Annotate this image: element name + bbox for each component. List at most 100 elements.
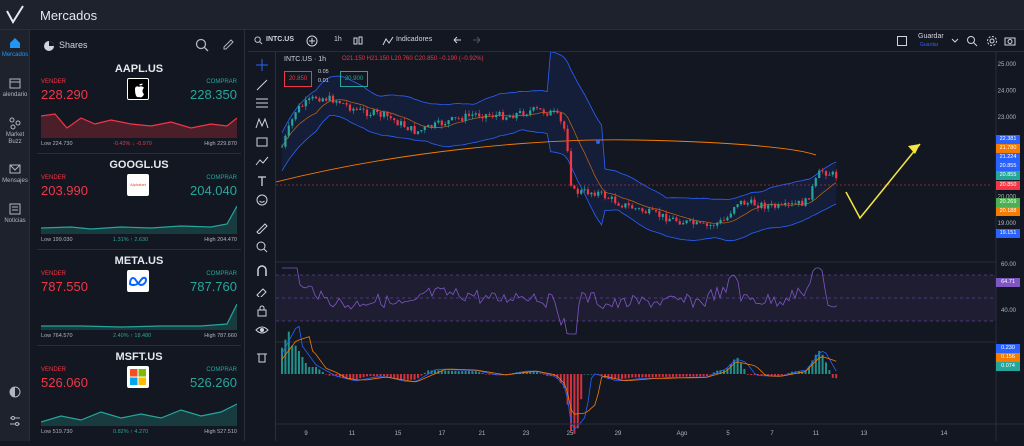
search-icon[interactable] — [195, 38, 209, 52]
candle-body — [410, 126, 413, 131]
stay-drawing-icon[interactable] — [255, 285, 269, 297]
trend-line-icon[interactable] — [255, 79, 269, 91]
candle-body — [406, 127, 409, 131]
save-button[interactable]: Guardar — [918, 33, 944, 40]
forecast-arrow-line[interactable] — [845, 143, 921, 220]
settings-gear-icon[interactable] — [986, 35, 998, 47]
trash-icon[interactable] — [255, 351, 269, 363]
interval-selector[interactable]: 1h — [334, 36, 342, 43]
fib-levels-icon[interactable] — [255, 97, 269, 109]
undo-icon[interactable] — [452, 36, 462, 46]
time-axis-label: 25 — [567, 431, 574, 437]
nav-label: Mensajes — [2, 178, 28, 184]
macd-bar — [369, 374, 372, 377]
buy-label: COMPRAR — [206, 367, 237, 373]
stock-card-googl[interactable]: GOOGL.US Alphabet VENDER 203.990 COMPRAR… — [37, 156, 241, 250]
projection-icon[interactable] — [255, 136, 269, 148]
chevron-down-icon[interactable] — [951, 37, 959, 45]
stock-card-aapl[interactable]: AAPL.US VENDER 228.290 COMPRAR 228.350 L… — [37, 60, 241, 154]
buy-button[interactable]: 20.900 — [340, 71, 368, 87]
macd-bar — [583, 374, 586, 375]
add-symbol-icon[interactable] — [306, 35, 318, 47]
emoji-icon[interactable] — [255, 194, 269, 206]
pattern-icon[interactable] — [255, 117, 269, 129]
time-axis-label: 13 — [861, 431, 868, 437]
stock-name: GOOGL.US — [109, 159, 169, 171]
macd-bar — [665, 374, 668, 377]
candle-body — [325, 98, 328, 101]
sell-price[interactable]: 787.550 — [41, 279, 88, 294]
buy-price[interactable]: 228.350 — [190, 87, 237, 102]
symbol-selector[interactable]: INTC.US — [266, 36, 294, 43]
price-tag: 21.224 — [996, 153, 1020, 162]
indicators-icon[interactable] — [382, 35, 394, 47]
macd-bar — [675, 374, 678, 377]
candle-body — [345, 103, 348, 105]
macd-bar — [634, 374, 637, 378]
forecast-icon[interactable] — [255, 155, 269, 167]
nav-item-mensajes[interactable]: Mensajes — [0, 162, 30, 185]
text-tool-icon[interactable] — [255, 175, 269, 187]
stock-card-msft[interactable]: MSFT.US VENDER 526.060 COMPRAR 526.260 L… — [37, 348, 241, 441]
macd-bar — [689, 374, 691, 377]
settings-sliders-icon[interactable] — [8, 414, 22, 428]
nav-item-noticias[interactable]: Noticias — [0, 202, 30, 225]
candlestick-series — [280, 91, 838, 230]
eye-icon[interactable] — [255, 324, 269, 336]
candle-body — [467, 113, 471, 116]
chart-canvas[interactable]: 25.00024.00023.00022.00021.00020.00019.0… — [275, 51, 1024, 441]
macd-bar — [396, 374, 399, 380]
zoom-in-icon[interactable] — [255, 241, 269, 253]
magnet-icon[interactable] — [255, 265, 269, 277]
search-icon[interactable] — [254, 36, 263, 45]
candle-body — [532, 107, 535, 111]
ruler-icon[interactable] — [255, 222, 269, 234]
chart-area[interactable]: 25.00024.00023.00022.00021.00020.00019.0… — [275, 51, 1024, 441]
candle-body — [573, 185, 576, 189]
low-value: Low 199.030 — [41, 237, 73, 243]
buy-price[interactable]: 204.040 — [190, 183, 237, 198]
crosshair-icon[interactable] — [255, 59, 269, 71]
edit-icon[interactable] — [221, 38, 235, 52]
time-axis[interactable]: 9 11 15 17 21 23 25 29 Ago 5 7 11 13 14 — [304, 431, 948, 437]
zoom-search-icon[interactable] — [966, 35, 978, 47]
macd-bar — [814, 354, 817, 374]
macd-bar — [672, 374, 674, 377]
macd-bar — [760, 374, 763, 376]
redo-icon[interactable] — [472, 36, 482, 46]
buy-price[interactable]: 787.760 — [190, 279, 237, 294]
sell-price[interactable]: 526.060 — [41, 375, 88, 390]
macd-bar — [355, 374, 358, 380]
nav-item-market-buzz[interactable]: Market Buzz — [0, 116, 30, 146]
lock-icon[interactable] — [255, 305, 269, 317]
stock-card-meta[interactable]: META.US VENDER 787.550 COMPRAR 787.760 L… — [37, 252, 241, 346]
candle-body — [433, 122, 437, 128]
price-axis-label: 25.000 — [998, 62, 1017, 68]
sparkline — [41, 113, 237, 138]
buy-price[interactable]: 526.260 — [190, 375, 237, 390]
sell-price[interactable]: 228.290 — [41, 87, 88, 102]
macd-value-tag: 0.230 — [996, 344, 1020, 353]
layout-checkbox[interactable] — [897, 36, 907, 46]
rsi-axis: 60.00 40.00 — [1001, 262, 1017, 314]
candle-body — [665, 213, 668, 222]
app-logo-icon[interactable] — [2, 2, 28, 28]
camera-icon[interactable] — [1004, 35, 1016, 47]
candles-icon[interactable] — [352, 35, 364, 47]
macd-hist-tag: 0.074 — [996, 362, 1020, 371]
indicators-button[interactable]: Indicadores — [396, 36, 433, 43]
sell-button[interactable]: 20.850 — [284, 71, 312, 87]
macd-bar — [811, 360, 814, 374]
nav-item-mercados[interactable]: Mercados — [0, 36, 30, 59]
macd-bar — [685, 374, 688, 377]
sell-price[interactable]: 203.990 — [41, 183, 88, 198]
macd-bar — [661, 374, 664, 377]
candle-body — [304, 100, 307, 107]
candle-body — [780, 204, 783, 206]
candle-body — [342, 103, 345, 104]
nav-item-calendario[interactable]: alendario — [0, 76, 30, 99]
anchor-point[interactable] — [596, 140, 600, 144]
theme-toggle-icon[interactable] — [8, 385, 22, 399]
candle-body — [685, 220, 688, 224]
candle-body — [301, 105, 304, 107]
